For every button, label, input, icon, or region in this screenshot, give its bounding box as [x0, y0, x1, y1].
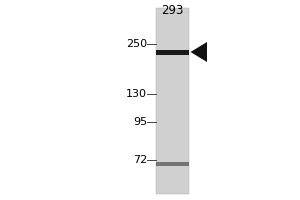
Text: 130: 130	[126, 89, 147, 99]
Bar	[156, 49, 189, 54]
Polygon shape	[190, 42, 207, 62]
Text: 72: 72	[133, 155, 147, 165]
Bar	[156, 162, 189, 166]
Text: 95: 95	[133, 117, 147, 127]
Text: 250: 250	[126, 39, 147, 49]
Text: 293: 293	[161, 4, 184, 17]
Bar	[156, 8, 189, 194]
